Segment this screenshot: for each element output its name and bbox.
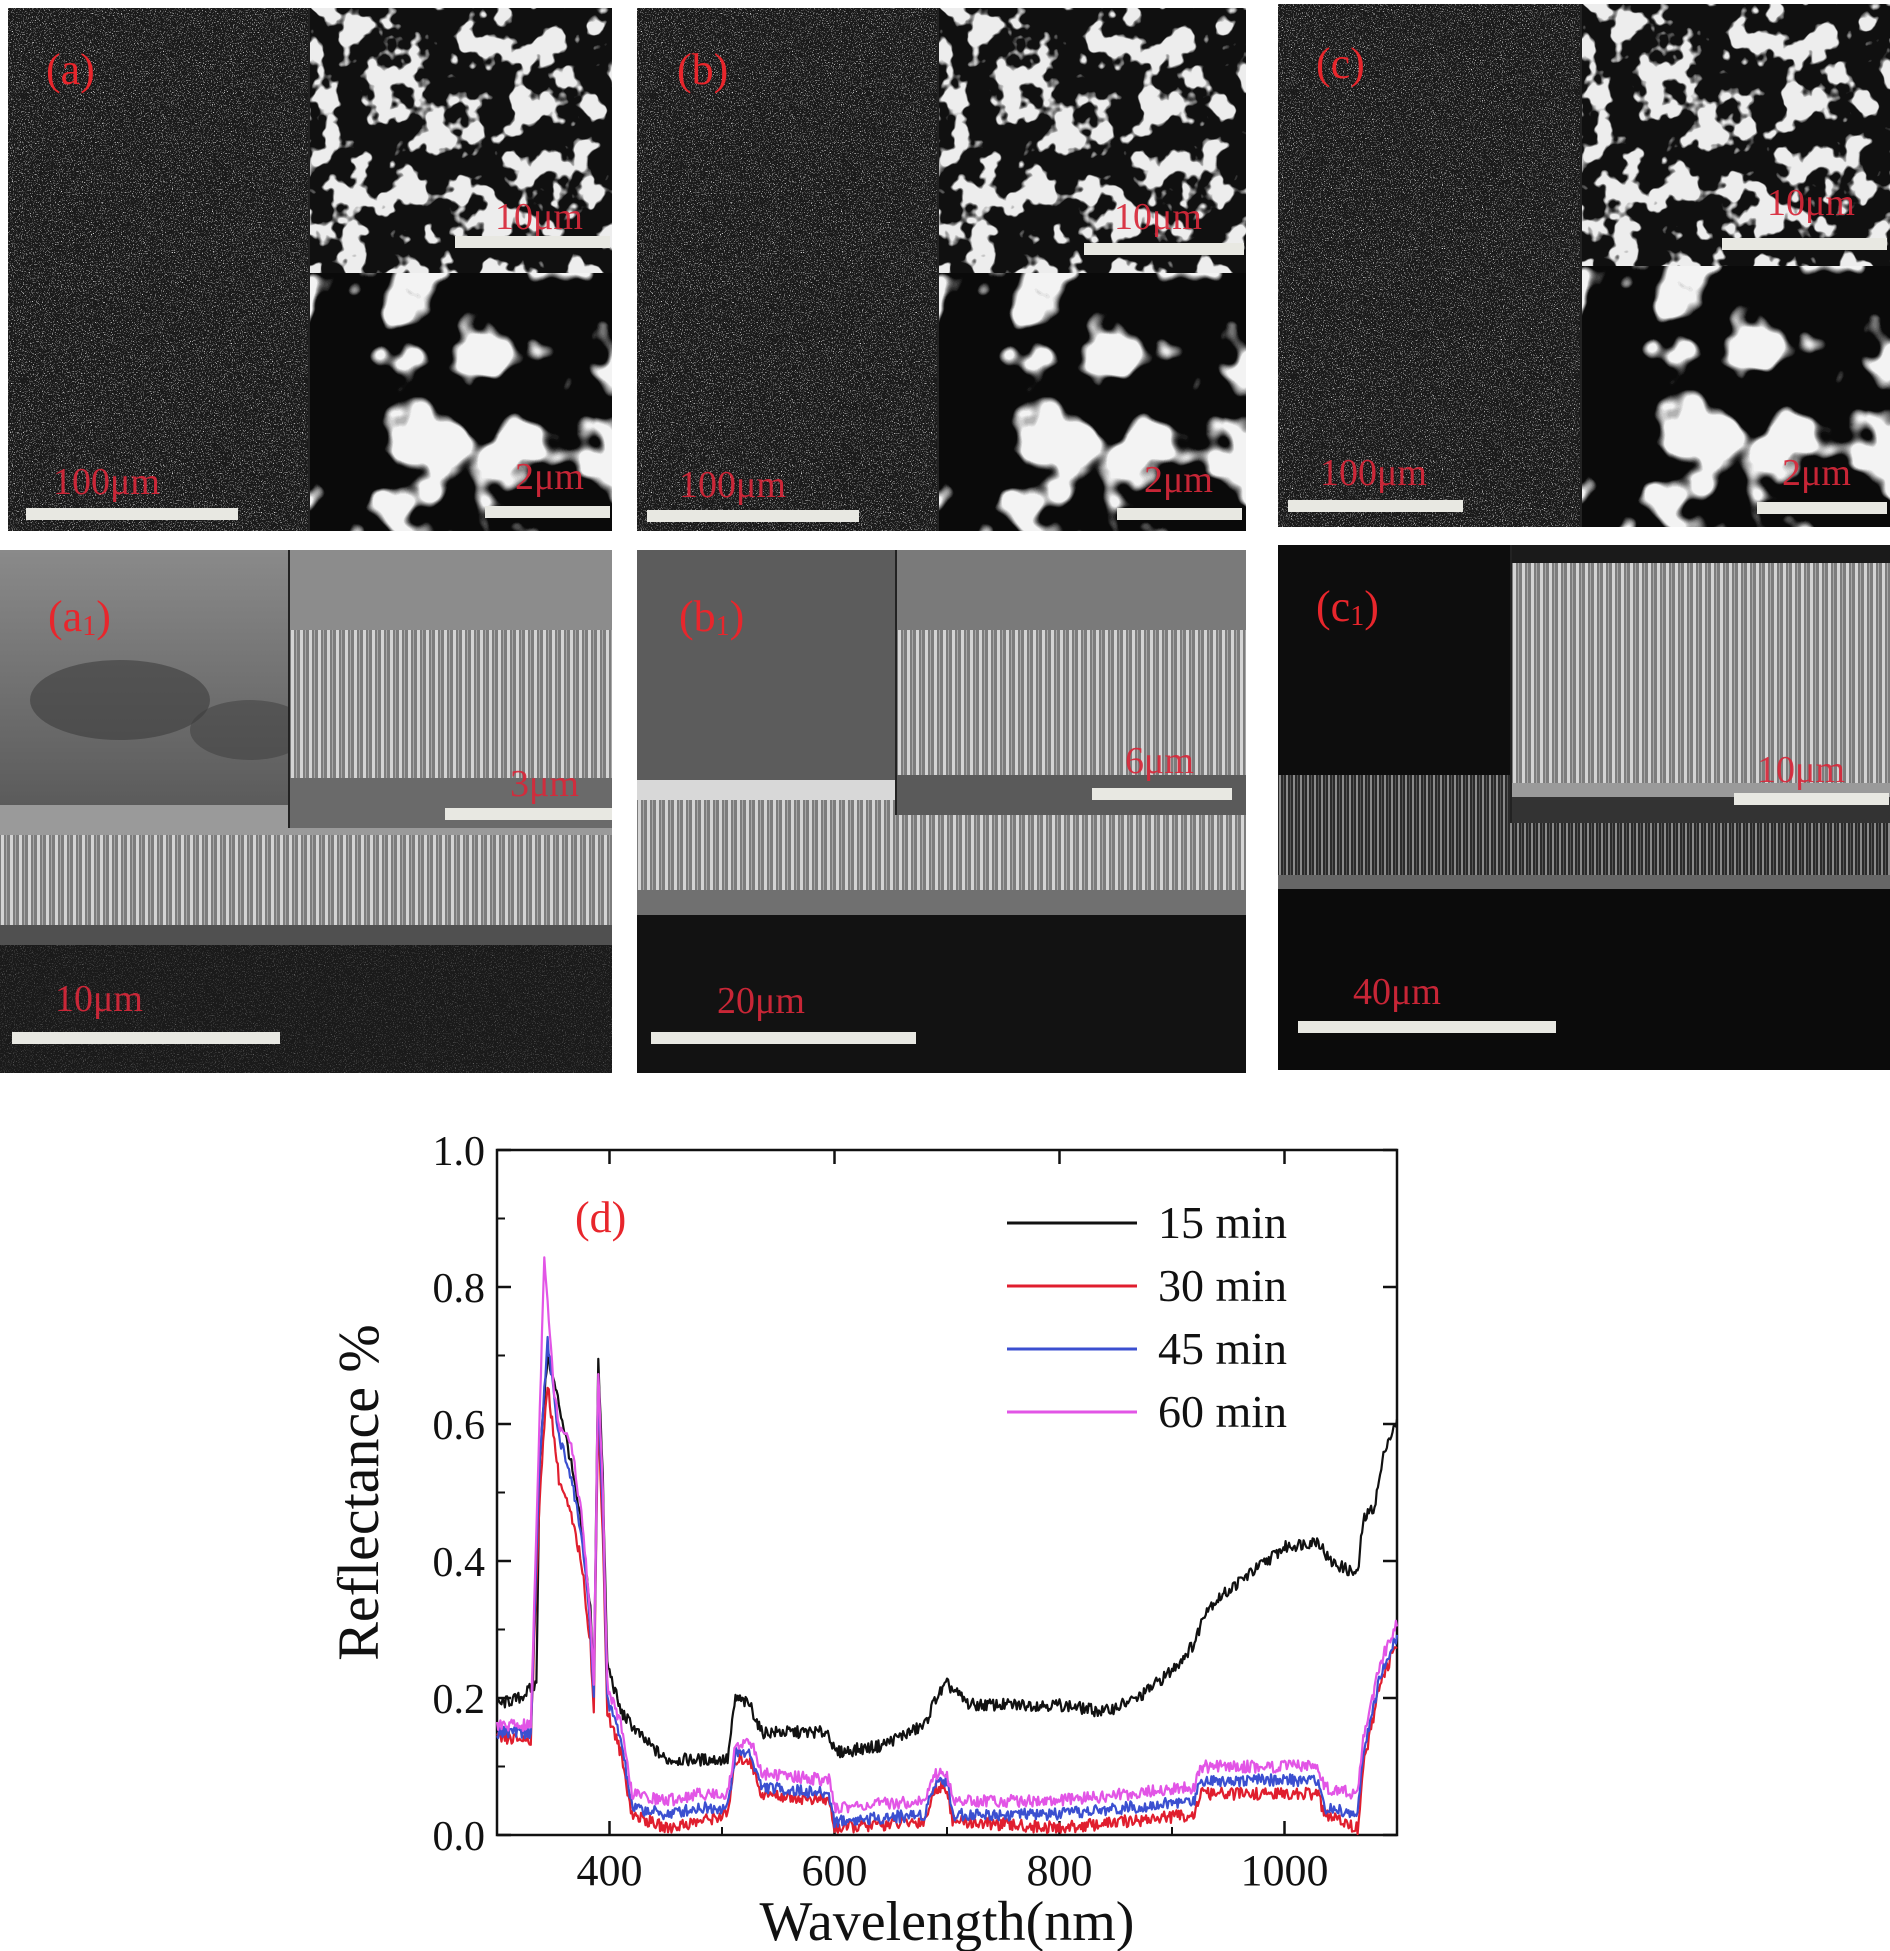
panel-label: (a) — [46, 45, 95, 94]
scale-bar — [647, 510, 859, 522]
y-tick-label: 0.2 — [433, 1677, 486, 1723]
legend-entry: 30 min — [1158, 1260, 1287, 1311]
y-tick-label: 1.0 — [433, 1129, 486, 1175]
scale-bar — [485, 506, 610, 518]
scale-label: 100μm — [679, 464, 786, 506]
inset-top-a: 10μm — [308, 8, 612, 273]
scale-label: 40μm — [1353, 971, 1441, 1013]
scale-label: 2μm — [515, 456, 584, 498]
inset-top-b: 10μm — [937, 8, 1246, 273]
scale-label: 10μm — [1757, 749, 1845, 791]
x-axis-label: Wavelength(nm) — [760, 1891, 1135, 1951]
sem-panel-a: 10μm 2μm (a) 100μm — [8, 8, 612, 531]
scale-bar — [455, 236, 610, 248]
legend-entry: 60 min — [1158, 1386, 1287, 1437]
inset-bottom-c: 2μm — [1580, 266, 1890, 527]
sem-panel-c: 10μm 2μm (c) 100μm — [1278, 4, 1890, 527]
y-tick-label: 0.0 — [433, 1814, 486, 1860]
panel-label: (a1) — [48, 592, 111, 642]
scale-bar — [26, 508, 238, 520]
series-line — [495, 1353, 1399, 1767]
sem-panel-c1: 10μm (c1) 40μm — [1278, 545, 1890, 1070]
y-axis-label: Reflectance % — [326, 1324, 391, 1661]
scale-bar — [12, 1032, 280, 1044]
x-tick-label: 800 — [1027, 1846, 1093, 1895]
reflectance-chart: 400 600 800 1000 0.0 0.2 0.4 0.6 0.8 1.0 Wavelengt… — [326, 1129, 1399, 1951]
inset-b1: 6μm — [895, 550, 1246, 815]
panel-label: (b) — [677, 45, 729, 94]
inset-a1: 3μm — [288, 550, 612, 828]
sem-panel-a1: 3μm (a1) 10μm — [0, 550, 612, 1073]
panel-label: (c) — [1316, 39, 1365, 88]
panel-label: (c1) — [1316, 582, 1379, 632]
y-tick-label: 0.8 — [433, 1266, 486, 1312]
scale-bar — [1757, 502, 1887, 514]
series-line — [496, 1335, 1399, 1829]
sem-panel-b1: 6μm (b1) 20μm — [637, 550, 1246, 1073]
y-tick-label: 0.6 — [433, 1403, 486, 1449]
legend-entry: 15 min — [1158, 1197, 1287, 1248]
scale-bar — [1734, 793, 1889, 805]
scale-bar — [1288, 500, 1463, 512]
scale-bar — [1722, 238, 1887, 250]
scale-label: 100μm — [53, 461, 160, 503]
scale-bar — [1084, 243, 1244, 255]
scale-bar — [1092, 788, 1232, 800]
scale-bar — [1117, 508, 1242, 520]
scale-bar — [445, 808, 612, 820]
scale-label: 6μm — [1125, 740, 1194, 782]
y-tick-label: 0.4 — [433, 1540, 486, 1586]
x-tick-label: 1000 — [1241, 1846, 1329, 1895]
legend-entry: 45 min — [1158, 1323, 1287, 1374]
scale-label: 2μm — [1782, 452, 1851, 494]
scale-label: 10μm — [1767, 182, 1855, 224]
inset-bottom-b: 2μm — [937, 273, 1246, 531]
panel-label: (b1) — [679, 592, 745, 642]
scale-label: 3μm — [510, 763, 579, 805]
scale-label: 10μm — [1114, 196, 1202, 238]
sem-panel-b: 10μm 2μm (b) 100μm — [637, 8, 1246, 531]
inset-bottom-a: 2μm — [308, 273, 612, 531]
scale-label: 20μm — [717, 980, 805, 1022]
series-line — [495, 1386, 1398, 1836]
scale-label: 10μm — [55, 978, 143, 1020]
x-tick-label: 600 — [802, 1846, 868, 1895]
scale-bar — [1298, 1021, 1556, 1033]
inset-c1: 10μm — [1510, 545, 1890, 823]
x-tick-label: 400 — [577, 1846, 643, 1895]
scale-label: 100μm — [1320, 452, 1427, 494]
series-line — [495, 1256, 1399, 1814]
scale-bar — [651, 1032, 916, 1044]
panel-label: (d) — [575, 1193, 626, 1242]
plot-frame — [495, 1148, 1399, 1837]
scale-label: 10μm — [495, 196, 583, 238]
inset-top-c: 10μm — [1580, 4, 1890, 266]
scale-label: 2μm — [1144, 459, 1213, 501]
